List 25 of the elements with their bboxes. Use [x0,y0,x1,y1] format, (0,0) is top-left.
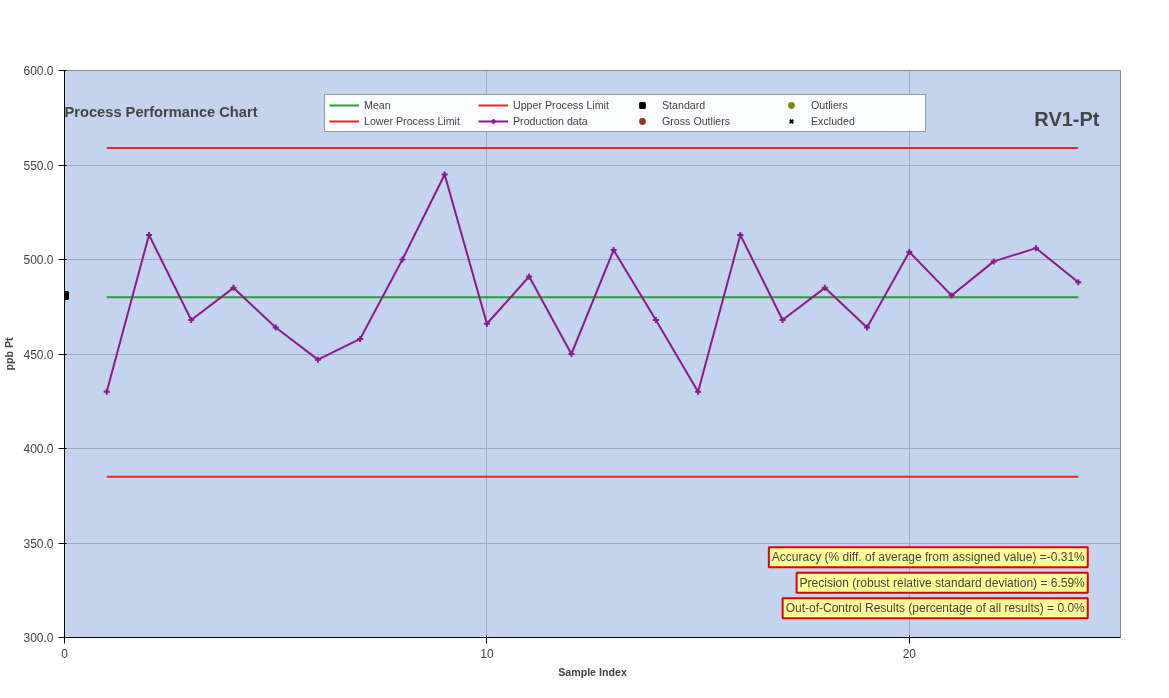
legend-label: Production data [513,115,589,127]
legend-label: Mean [364,99,392,111]
text: Process Performance Chart [64,103,258,120]
x-tick-label: 20 [902,646,917,661]
annotation: Precision (robust relative standard deviation) = 6.59% [799,575,1086,590]
annotation: Out-of-Control Results (percentage of all results) = 0.0% [785,601,1086,616]
y-tick-label: 300.0 [23,631,54,645]
x-axis-title: Sample Index [558,665,627,678]
y-tick-label: 600.0 [23,64,54,78]
legend-label: Upper Process Limit [513,99,610,111]
annotation: Accuracy (% diff. of average from assigned value) =-0.31% [771,550,1086,565]
y-axis-title: ppb Pt [3,336,16,371]
text: RV1-Pt [1034,107,1100,130]
legend-label: Gross Outliers [662,115,732,127]
x-tick-label: 10 [480,646,494,661]
y-tick-label: 550.0 [23,158,54,173]
legend-label: Standard [662,99,707,111]
legend-label: Lower Process Limit [364,115,461,127]
y-tick-label: 450.0 [23,347,54,362]
y-tick-label: 350.0 [23,536,54,551]
legend-label: Outliers [811,99,849,111]
y-tick-label: 500.0 [23,253,54,267]
y-tick-label: 400.0 [23,442,54,456]
legend-label: Excluded [811,115,856,127]
x-tick-label: 0 [61,646,69,661]
